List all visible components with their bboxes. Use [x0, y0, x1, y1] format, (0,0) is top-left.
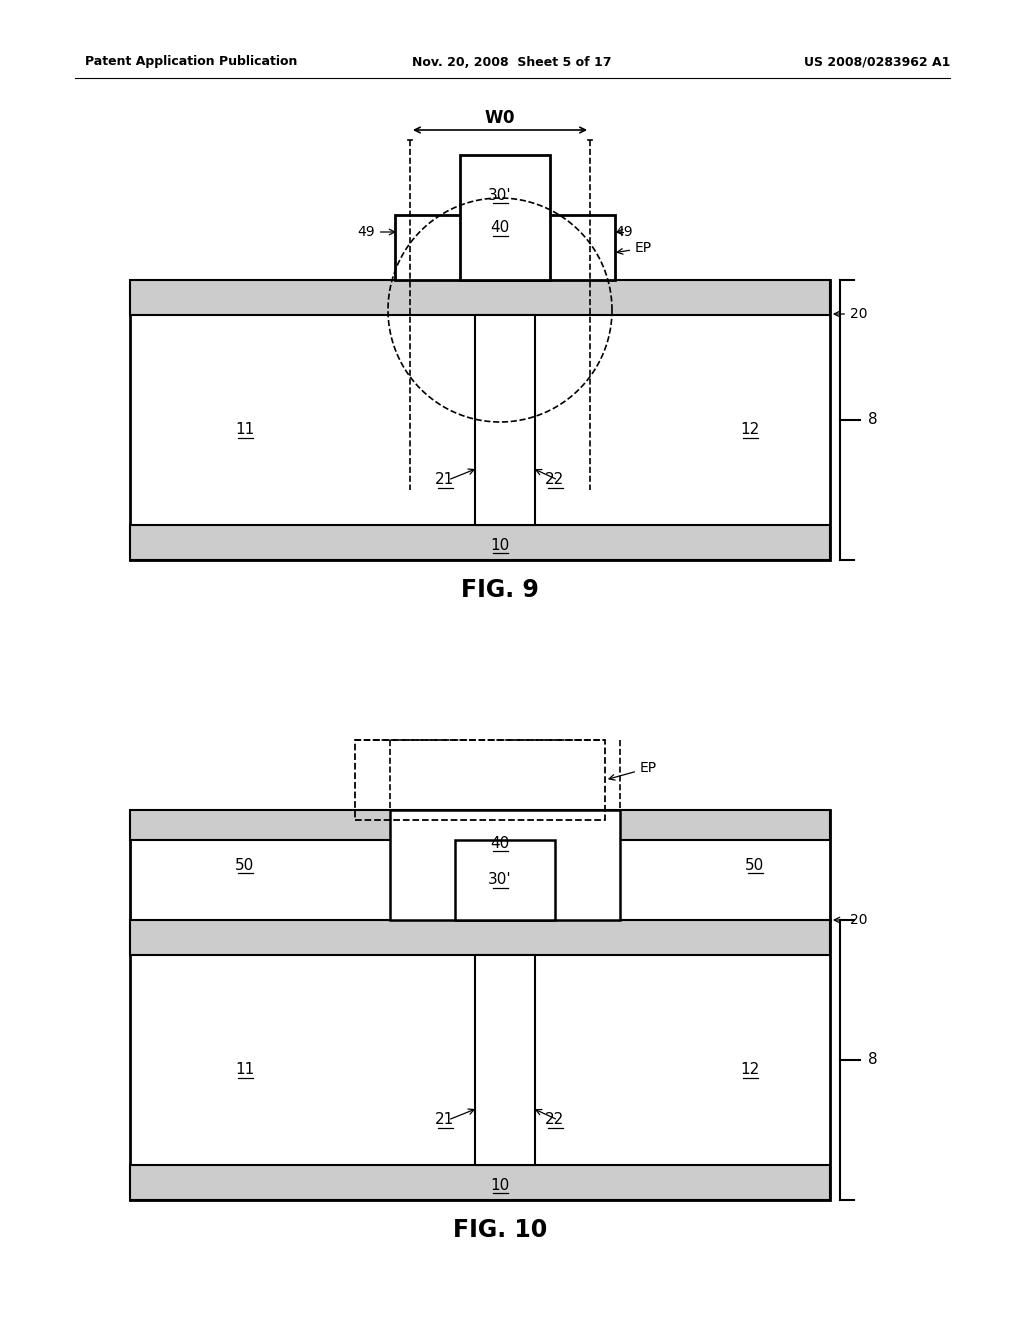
- Text: 30': 30': [488, 187, 512, 202]
- Text: EP: EP: [609, 762, 657, 780]
- Bar: [130, 525, 830, 560]
- Bar: [390, 810, 620, 920]
- Text: 40: 40: [490, 836, 510, 850]
- Bar: [460, 154, 550, 280]
- Text: US 2008/0283962 A1: US 2008/0283962 A1: [804, 55, 950, 69]
- Text: 50: 50: [236, 858, 255, 873]
- Text: 21: 21: [435, 1113, 455, 1127]
- Text: 49: 49: [615, 224, 633, 239]
- Bar: [130, 920, 830, 1200]
- Text: 20: 20: [835, 308, 867, 321]
- Bar: [130, 280, 830, 315]
- Bar: [130, 810, 830, 840]
- Text: $\mathit{\mathbf{W0}}$: $\mathit{\mathbf{W0}}$: [484, 110, 515, 127]
- Text: 22: 22: [546, 473, 564, 487]
- Bar: [475, 954, 535, 1166]
- Text: 12: 12: [740, 422, 760, 437]
- Text: 12: 12: [740, 1063, 760, 1077]
- Text: 8: 8: [868, 412, 878, 428]
- Text: 10: 10: [490, 537, 510, 553]
- Text: 20: 20: [835, 913, 867, 927]
- Bar: [355, 741, 605, 820]
- Text: 11: 11: [236, 1063, 255, 1077]
- Text: 49: 49: [357, 224, 395, 239]
- Bar: [395, 215, 615, 280]
- Text: 8: 8: [868, 1052, 878, 1068]
- Text: 50: 50: [745, 858, 765, 873]
- Text: FIG. 10: FIG. 10: [453, 1218, 547, 1242]
- Bar: [455, 840, 555, 920]
- Text: Patent Application Publication: Patent Application Publication: [85, 55, 297, 69]
- Text: 11: 11: [236, 422, 255, 437]
- Text: 30': 30': [488, 873, 512, 887]
- Bar: [130, 920, 830, 954]
- Bar: [130, 810, 830, 920]
- Text: 40: 40: [490, 220, 510, 235]
- Text: 10: 10: [490, 1177, 510, 1192]
- Text: Nov. 20, 2008  Sheet 5 of 17: Nov. 20, 2008 Sheet 5 of 17: [413, 55, 611, 69]
- Text: EP: EP: [617, 242, 652, 255]
- Text: 22: 22: [546, 1113, 564, 1127]
- Text: 21: 21: [435, 473, 455, 487]
- Bar: [130, 1166, 830, 1200]
- Bar: [475, 315, 535, 525]
- Bar: [130, 280, 830, 560]
- Text: FIG. 9: FIG. 9: [461, 578, 539, 602]
